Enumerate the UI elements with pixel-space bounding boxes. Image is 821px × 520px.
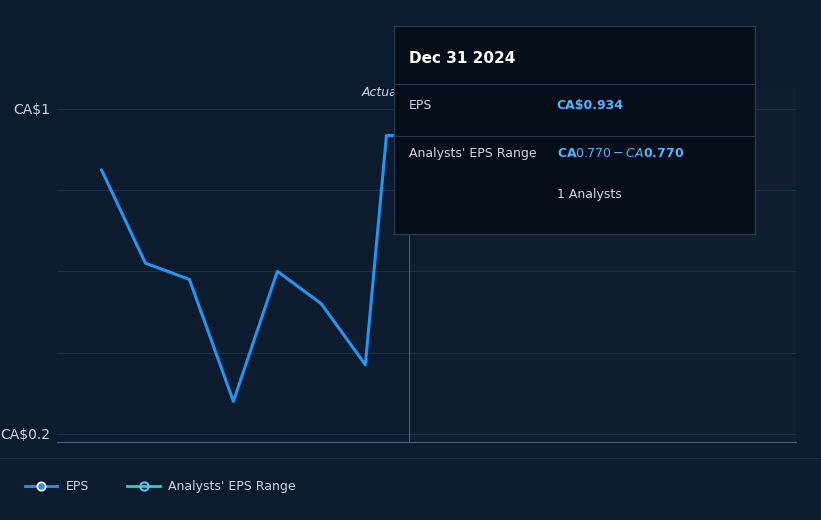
Text: Analysts Forecasts: Analysts Forecasts	[418, 86, 535, 99]
Text: EPS: EPS	[409, 99, 432, 112]
Text: Actual: Actual	[361, 86, 401, 99]
Text: Analysts' EPS Range: Analysts' EPS Range	[409, 147, 536, 160]
Text: 1 Analysts: 1 Analysts	[557, 188, 621, 201]
Bar	[410, 88, 821, 442]
Text: CA$0.934: CA$0.934	[557, 99, 624, 112]
Text: Analysts' EPS Range: Analysts' EPS Range	[168, 479, 296, 493]
Text: Dec 31 2024: Dec 31 2024	[409, 51, 515, 66]
Text: CA$0.770 - CA$0.770: CA$0.770 - CA$0.770	[557, 147, 684, 160]
Text: EPS: EPS	[66, 479, 89, 493]
